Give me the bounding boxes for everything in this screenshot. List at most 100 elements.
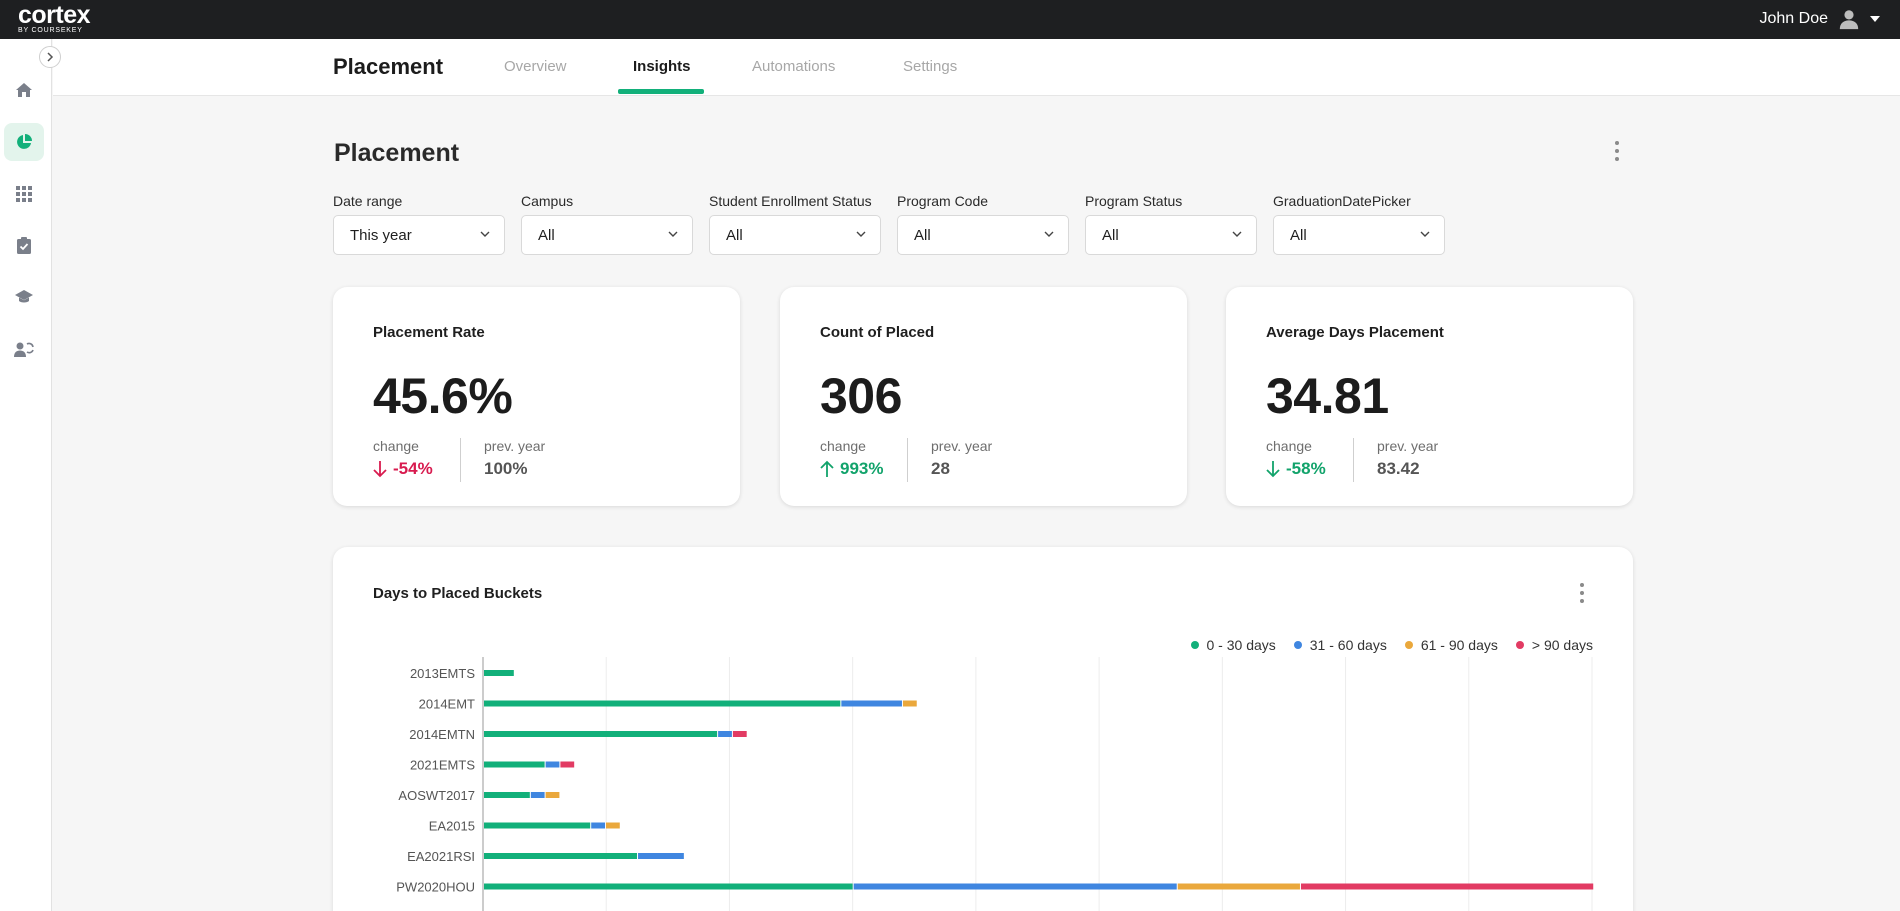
tab-overview[interactable]: Overview bbox=[504, 58, 567, 75]
bar-segment[interactable] bbox=[484, 700, 841, 707]
legend-item[interactable]: 0 - 30 days bbox=[1190, 637, 1276, 653]
bar-segment[interactable] bbox=[841, 700, 902, 707]
bar-segment[interactable] bbox=[530, 792, 545, 798]
section-title: Placement bbox=[333, 54, 444, 79]
user-menu[interactable]: John Doe bbox=[1759, 8, 1880, 30]
enrollment-status-select[interactable]: All bbox=[709, 215, 881, 255]
kpi-prev-value: 28 bbox=[931, 459, 950, 478]
chevron-down-icon bbox=[856, 231, 866, 237]
kpi-prev-value: 83.42 bbox=[1377, 459, 1420, 478]
chart-more-options-icon[interactable] bbox=[1579, 583, 1585, 603]
left-sidebar bbox=[0, 39, 52, 911]
legend-dot bbox=[1293, 641, 1302, 649]
legend-item[interactable]: > 90 days bbox=[1515, 637, 1593, 653]
legend-label: > 90 days bbox=[1531, 637, 1593, 653]
bar-segment[interactable] bbox=[853, 883, 1177, 890]
bar-segment[interactable] bbox=[902, 700, 917, 707]
bar-segment[interactable] bbox=[484, 670, 514, 676]
page-more-options-icon[interactable] bbox=[1614, 141, 1620, 161]
kpi-title: Average Days Placement bbox=[1266, 324, 1444, 341]
graduation-date-select[interactable]: All bbox=[1273, 215, 1445, 255]
bar-segment[interactable] bbox=[484, 761, 545, 768]
arrow-up-icon bbox=[820, 460, 834, 477]
sidebar-expand-button[interactable] bbox=[39, 46, 61, 68]
kpi-title: Placement Rate bbox=[373, 324, 485, 341]
legend-dot bbox=[1190, 641, 1199, 649]
bar-segment[interactable] bbox=[545, 792, 560, 798]
chevron-down-icon bbox=[668, 231, 678, 237]
logo-subtext: BY COURSEKEY bbox=[18, 27, 83, 34]
page-title: Placement bbox=[334, 139, 460, 167]
bar-segment[interactable] bbox=[1177, 883, 1300, 890]
category-tick-label: EA2015 bbox=[429, 819, 475, 834]
filter-label: Campus bbox=[521, 193, 574, 209]
bar-chart: 2013EMTS 2014EMT 2014EMTN 2021EMTS AOSWT2017… bbox=[396, 657, 1594, 911]
bar-segment[interactable] bbox=[1300, 883, 1594, 890]
bar-segment[interactable] bbox=[484, 853, 638, 859]
filter-label: Date range bbox=[333, 193, 403, 209]
program-code-select[interactable]: All bbox=[897, 215, 1069, 255]
filter-program-status: Program Status All bbox=[1085, 193, 1257, 255]
category-tick-label: PW2020HOU bbox=[396, 880, 475, 895]
bar-segment[interactable] bbox=[560, 761, 575, 768]
cortex-logo[interactable]: cortex BY COURSEKEY bbox=[18, 2, 91, 35]
kpi-divider bbox=[460, 438, 461, 482]
bar-segment[interactable] bbox=[605, 822, 620, 829]
bar-segment[interactable] bbox=[718, 731, 732, 737]
apps-grid-icon bbox=[16, 186, 32, 202]
user-cycle-icon bbox=[14, 342, 34, 357]
kpi-title: Count of Placed bbox=[820, 324, 935, 341]
tab-settings[interactable]: Settings bbox=[903, 58, 958, 75]
bar-segment[interactable] bbox=[484, 822, 591, 829]
category-tick-label: 2014EMTN bbox=[409, 727, 475, 742]
select-value: All bbox=[1102, 227, 1119, 244]
sidebar-item-tasks[interactable] bbox=[4, 226, 44, 264]
bar-segment[interactable] bbox=[638, 853, 684, 859]
sidebar-item-placement-cycle[interactable] bbox=[4, 330, 44, 368]
chart-legend: 0 - 30 days 31 - 60 days 61 - 90 days > … bbox=[1190, 637, 1593, 653]
legend-label: 61 - 90 days bbox=[1420, 637, 1498, 653]
bar-segment[interactable] bbox=[545, 761, 560, 768]
campus-select[interactable]: All bbox=[521, 215, 693, 255]
bar-segment[interactable] bbox=[732, 731, 747, 737]
kpi-value: 34.81 bbox=[1266, 368, 1389, 424]
chevron-right-icon bbox=[47, 52, 54, 62]
bar-segment[interactable] bbox=[484, 731, 718, 737]
filter-label: GraduationDatePicker bbox=[1273, 193, 1411, 209]
tab-automations[interactable]: Automations bbox=[752, 58, 836, 75]
kpi-value: 306 bbox=[820, 368, 902, 424]
user-avatar-icon bbox=[1839, 10, 1859, 30]
sidebar-item-home[interactable] bbox=[4, 71, 44, 109]
select-value: This year bbox=[350, 227, 412, 244]
sidebar-item-education[interactable] bbox=[4, 278, 44, 316]
select-value: All bbox=[726, 227, 743, 244]
kpi-card-count-of-placed: Count of Placed 306 change 993% prev. ye… bbox=[780, 287, 1187, 506]
clipboard-check-icon bbox=[17, 237, 31, 254]
sidebar-item-apps[interactable] bbox=[4, 175, 44, 213]
kpi-prev-label: prev. year bbox=[1377, 438, 1439, 454]
filter-program-code: Program Code All bbox=[897, 193, 1069, 255]
legend-item[interactable]: 31 - 60 days bbox=[1293, 637, 1387, 653]
legend-label: 31 - 60 days bbox=[1309, 637, 1387, 653]
kpi-change-label: change bbox=[1266, 438, 1312, 454]
filter-graduation-date: GraduationDatePicker All bbox=[1273, 193, 1445, 255]
tab-insights[interactable]: Insights bbox=[633, 58, 691, 75]
bar-segment[interactable] bbox=[591, 822, 605, 829]
date-range-select[interactable]: This year bbox=[333, 215, 505, 255]
program-status-select[interactable]: All bbox=[1085, 215, 1257, 255]
user-name: John Doe bbox=[1759, 10, 1829, 27]
sidebar-item-insights[interactable] bbox=[4, 123, 44, 161]
filter-label: Program Status bbox=[1085, 193, 1183, 209]
category-tick-label: 2021EMTS bbox=[410, 758, 475, 773]
kpi-change-label: change bbox=[820, 438, 866, 454]
bar-segment[interactable] bbox=[484, 883, 853, 890]
legend-item[interactable]: 61 - 90 days bbox=[1404, 637, 1498, 653]
chevron-down-icon bbox=[1044, 231, 1054, 237]
filter-date-range: Date range This year bbox=[333, 193, 505, 255]
category-tick-label: 2013EMTS bbox=[410, 666, 475, 681]
select-value: All bbox=[1290, 227, 1307, 244]
bar-segment[interactable] bbox=[484, 792, 530, 798]
select-value: All bbox=[538, 227, 555, 244]
chevron-down-icon bbox=[1420, 231, 1430, 237]
kpi-divider bbox=[1353, 438, 1354, 482]
